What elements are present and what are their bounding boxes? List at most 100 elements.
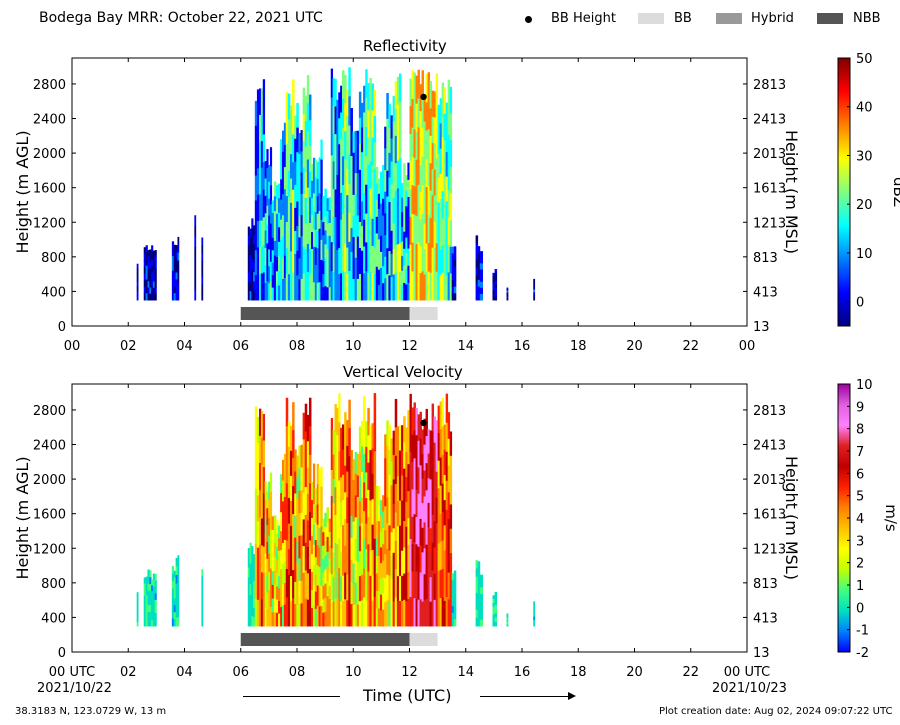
precip-cell <box>433 573 437 601</box>
precip-cell <box>332 161 335 190</box>
precip-cell <box>363 453 366 483</box>
precip-cell <box>264 195 267 214</box>
precip-cell <box>271 200 275 214</box>
precip-cell <box>429 454 432 480</box>
precip-cell <box>421 70 424 100</box>
precip-cell <box>451 612 455 620</box>
precip-cell <box>475 560 479 569</box>
precip-cell <box>411 598 414 627</box>
precip-cell <box>443 87 447 115</box>
y-tick-label-right: 1613 <box>753 508 786 523</box>
precip-cell <box>145 607 148 615</box>
precip-cell <box>259 544 262 573</box>
precip-cell <box>282 522 285 544</box>
precip-cell <box>425 436 428 464</box>
precip-cell <box>439 597 443 627</box>
precip-cell <box>429 190 432 219</box>
precip-cell <box>260 545 264 573</box>
precip-cell <box>439 274 443 301</box>
precip-cell <box>278 613 281 627</box>
precip-cell <box>415 571 418 600</box>
precip-cell <box>287 421 291 448</box>
precip-cell <box>312 246 316 265</box>
bb-bar-bb <box>409 307 438 320</box>
precip-cell <box>194 247 197 259</box>
precip-cell <box>453 605 457 613</box>
x-tick-label: 12 <box>401 339 418 354</box>
precip-cell <box>292 458 295 487</box>
precip-cell <box>145 272 148 280</box>
precip-cell <box>449 220 453 248</box>
precip-cell <box>354 194 358 216</box>
precip-cell <box>354 215 358 238</box>
precip-cell <box>278 600 281 614</box>
precip-cell <box>492 279 495 284</box>
precip-cell <box>367 598 370 627</box>
precip-cell <box>506 292 509 295</box>
precip-cell <box>269 185 273 205</box>
precip-cell <box>407 282 410 301</box>
precip-cell <box>152 593 156 601</box>
precip-cell <box>324 569 327 584</box>
precip-cell <box>149 577 152 585</box>
precip-cell <box>320 606 323 627</box>
precip-cell <box>435 101 439 131</box>
precip-cell <box>249 553 252 564</box>
precip-cell <box>394 512 398 542</box>
precip-cell <box>348 427 351 457</box>
precip-cell <box>334 403 337 433</box>
precip-cell <box>306 414 310 442</box>
precip-cell <box>352 279 356 301</box>
precip-cell <box>324 597 327 613</box>
precip-cell <box>352 173 356 196</box>
precip-cell <box>302 220 306 248</box>
precip-cell <box>344 465 347 493</box>
precip-cell <box>306 131 310 160</box>
precip-cell <box>145 258 148 267</box>
time-arrow-right-line <box>480 696 572 697</box>
precip-cell <box>445 393 449 424</box>
precip-cell <box>326 236 330 250</box>
precip-cell <box>285 222 289 249</box>
precip-cell <box>266 525 269 543</box>
precip-cell <box>173 293 176 301</box>
precip-cell <box>429 430 432 456</box>
precip-cell <box>152 269 156 276</box>
precip-cell <box>154 287 157 295</box>
precip-cell <box>318 567 321 588</box>
precip-cell <box>382 609 385 627</box>
precip-cell <box>312 264 316 283</box>
precip-cell <box>356 215 360 237</box>
precip-cell <box>342 213 345 243</box>
precip-cell <box>445 226 449 252</box>
precip-cell <box>316 248 319 266</box>
precip-cell <box>271 275 275 289</box>
time-arrow-left-line <box>243 696 340 697</box>
precip-cell <box>350 107 353 133</box>
precip-cell <box>379 235 383 253</box>
precip-cell <box>431 116 435 144</box>
precip-cell <box>285 511 289 541</box>
precip-cell <box>283 518 287 541</box>
precip-cell <box>413 458 416 487</box>
precip-cell <box>433 416 437 444</box>
colorbar-tick-label: 0 <box>856 601 864 616</box>
precip-cell <box>419 273 422 301</box>
precip-cell <box>145 252 148 260</box>
precip-cell <box>437 543 441 572</box>
precip-cell <box>149 591 152 599</box>
x-tick-label: 06 <box>232 665 249 680</box>
precip-cell <box>441 164 445 192</box>
precip-cell <box>287 497 291 524</box>
legend-swatch-nbb <box>817 13 843 24</box>
precip-cell <box>283 144 287 168</box>
precip-cell <box>415 131 418 161</box>
precip-cell <box>373 480 377 510</box>
precip-cell <box>201 611 204 620</box>
precip-cell <box>298 558 301 582</box>
precip-cell <box>433 468 437 496</box>
precip-cell <box>419 138 422 166</box>
precip-cell <box>247 577 250 588</box>
precip-cell <box>247 557 250 568</box>
creation-date-text: Plot creation date: Aug 02, 2024 09:07:2… <box>659 706 893 717</box>
